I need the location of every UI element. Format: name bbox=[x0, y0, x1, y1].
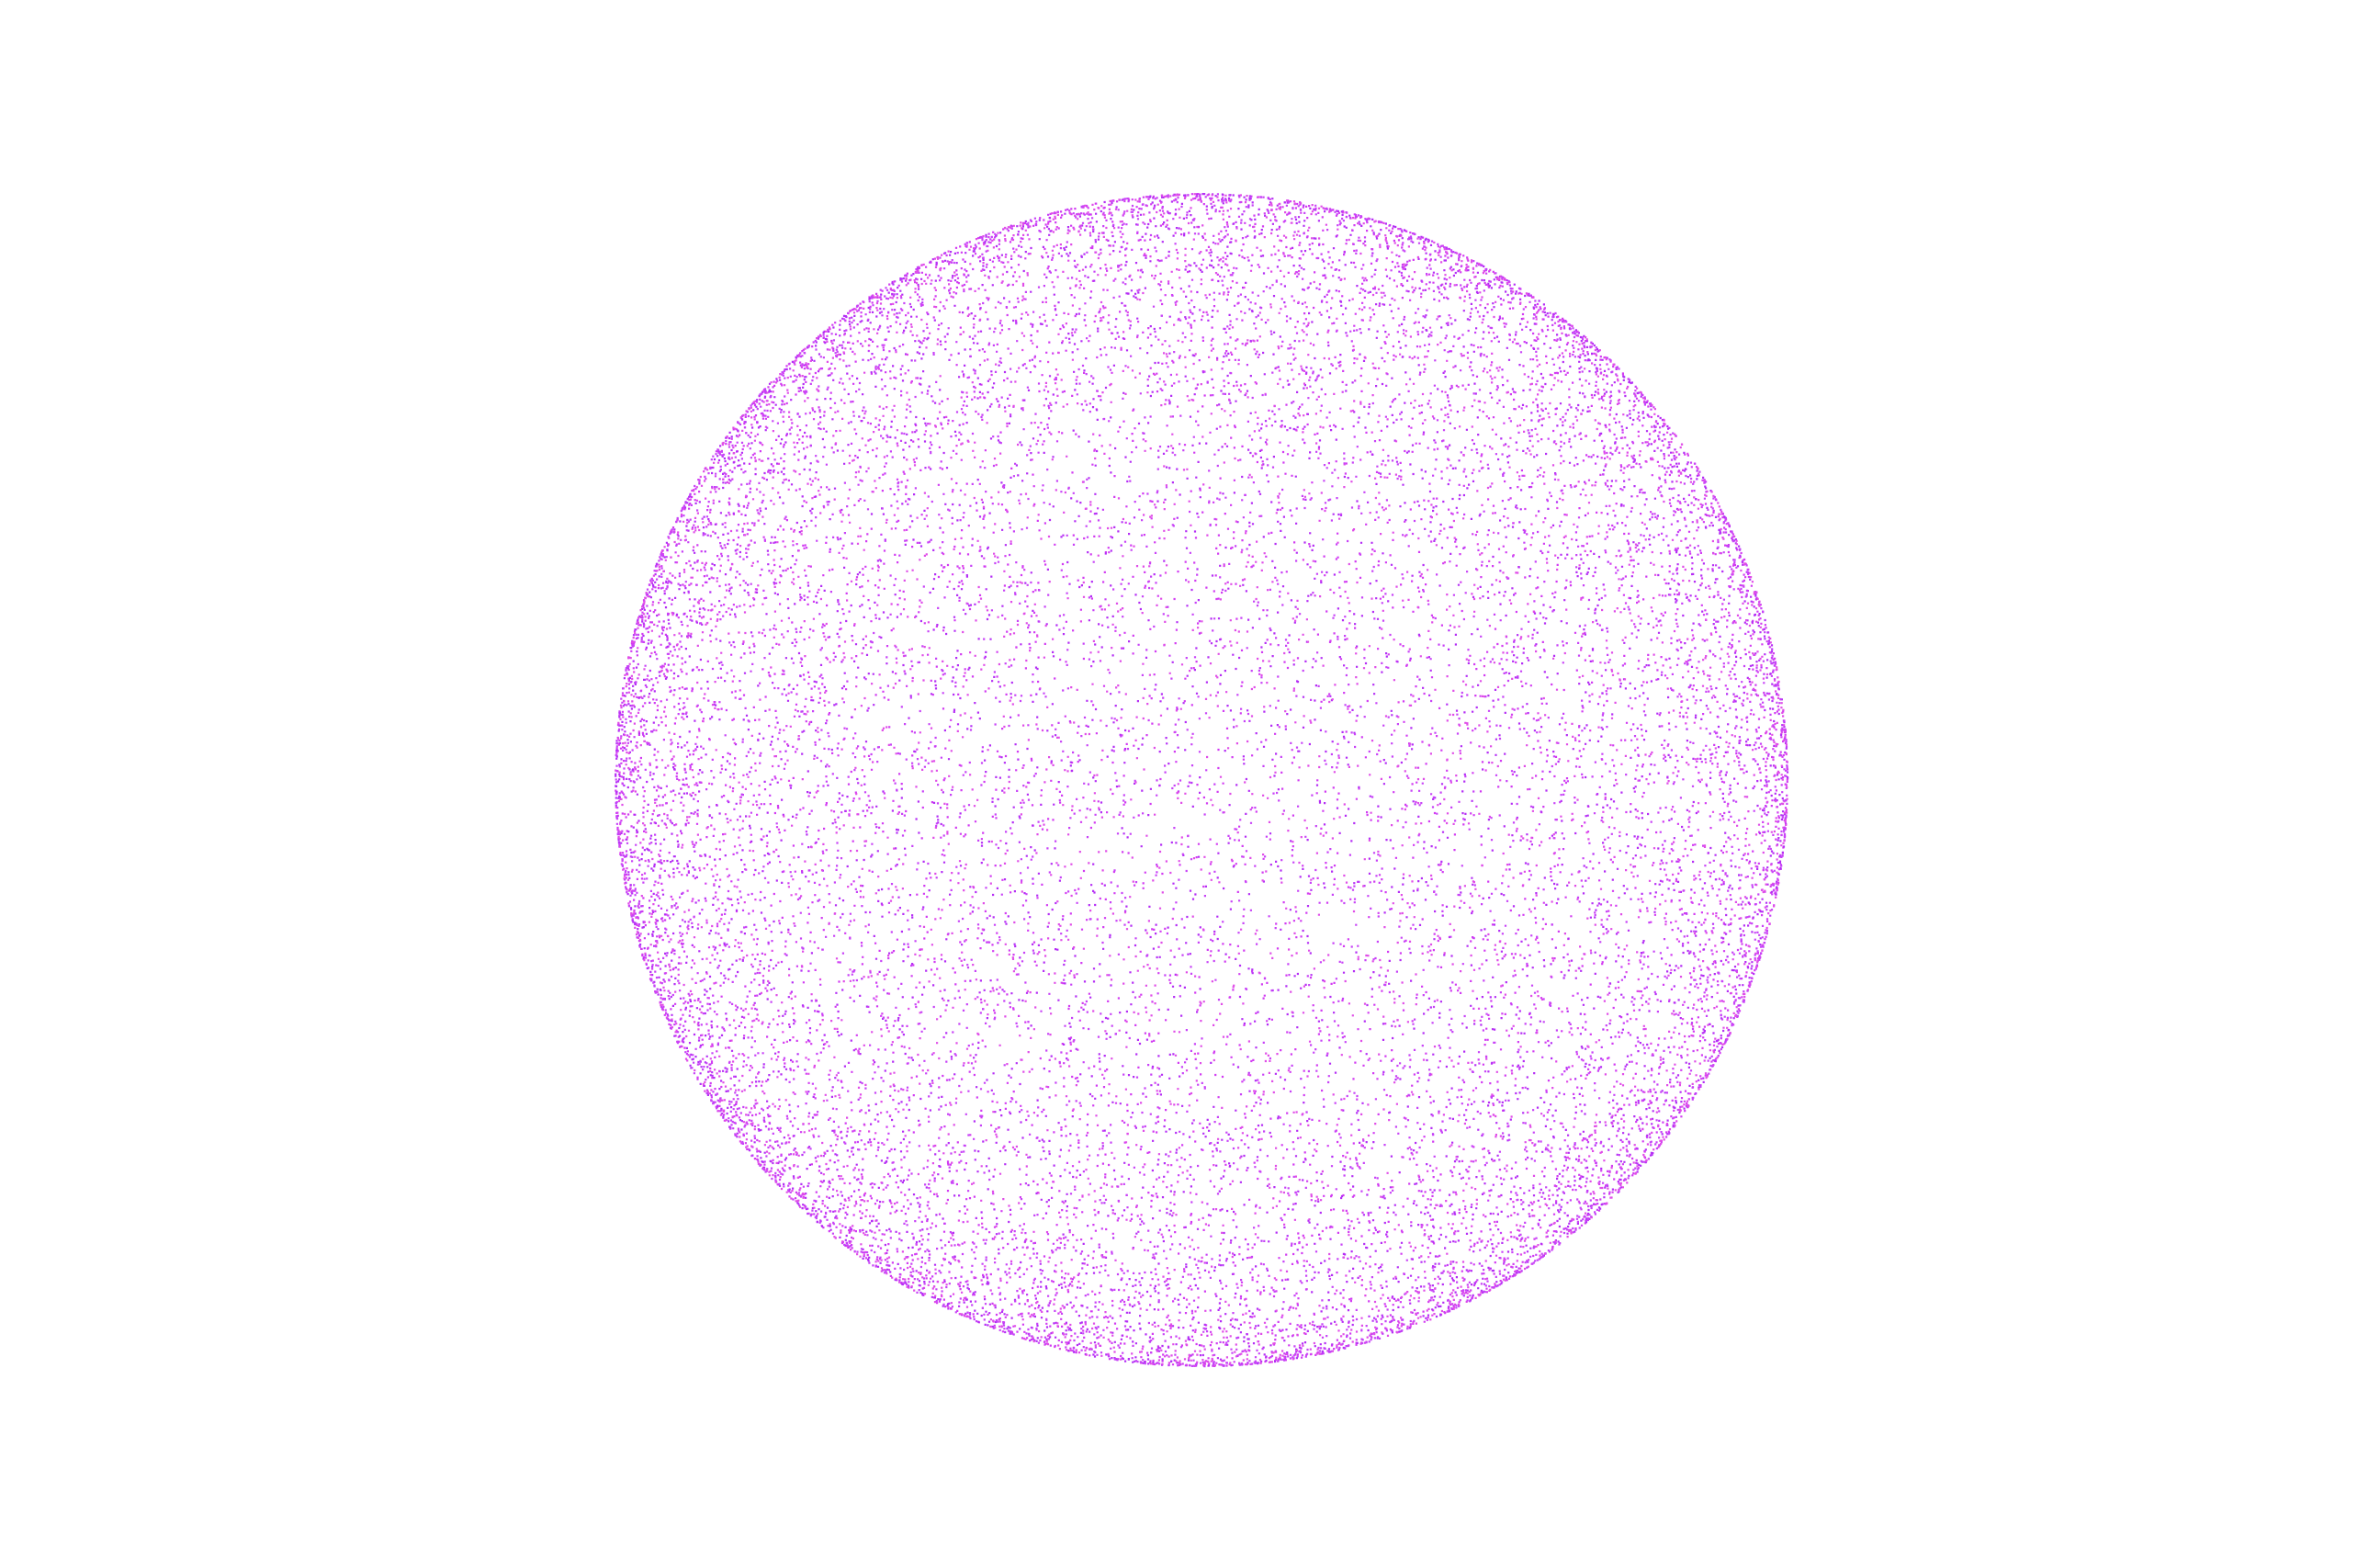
point-cloud-canvas bbox=[0, 0, 2380, 1549]
viewport: (() => { const data = JSON.parse(documen… bbox=[0, 0, 2380, 1549]
background bbox=[0, 0, 2380, 1549]
page: Point sphere {} html, body { margin: 0; … bbox=[0, 0, 2380, 1549]
